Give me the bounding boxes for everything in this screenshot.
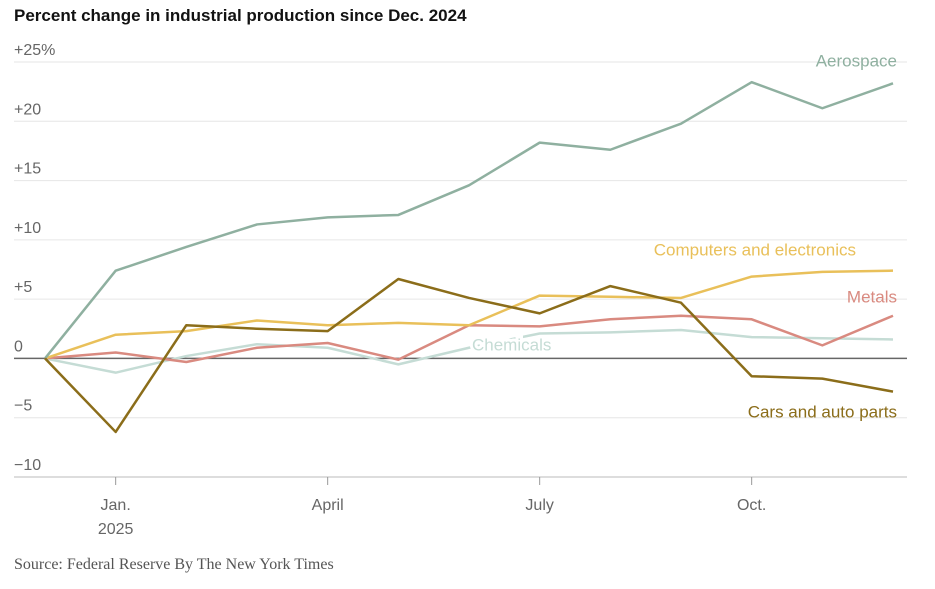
chart-title: Percent change in industrial production …: [14, 6, 467, 25]
x-tick-label: Oct.: [736, 497, 767, 514]
y-tick-label: +25%: [14, 42, 55, 59]
series-label: Metals: [847, 287, 897, 306]
x-tick-label: April: [311, 497, 344, 514]
y-tick-label: +20: [14, 101, 41, 118]
y-tick-label: −10: [14, 457, 41, 474]
series-line: [44, 314, 894, 364]
source: Source: Federal Reserve By The New York …: [14, 556, 334, 573]
y-tick-label: 0: [14, 338, 23, 355]
series-line: [44, 269, 894, 360]
series-label: Computers and electronics: [654, 240, 856, 259]
series-line: [44, 277, 894, 434]
series-line: [44, 328, 894, 374]
series-label: Aerospace: [816, 51, 897, 70]
x-tick-label: July: [525, 497, 554, 514]
y-tick-label: +15: [14, 161, 41, 178]
series-label: Cars and auto parts: [748, 402, 897, 421]
y-tick-label: +10: [14, 220, 41, 237]
series-label: Chemicals: [472, 335, 551, 354]
x-tick-label: Jan. 2025: [97, 497, 134, 538]
y-tick-label: −5: [14, 398, 32, 415]
series-line: [44, 80, 894, 360]
y-tick-label: +5: [14, 279, 32, 296]
